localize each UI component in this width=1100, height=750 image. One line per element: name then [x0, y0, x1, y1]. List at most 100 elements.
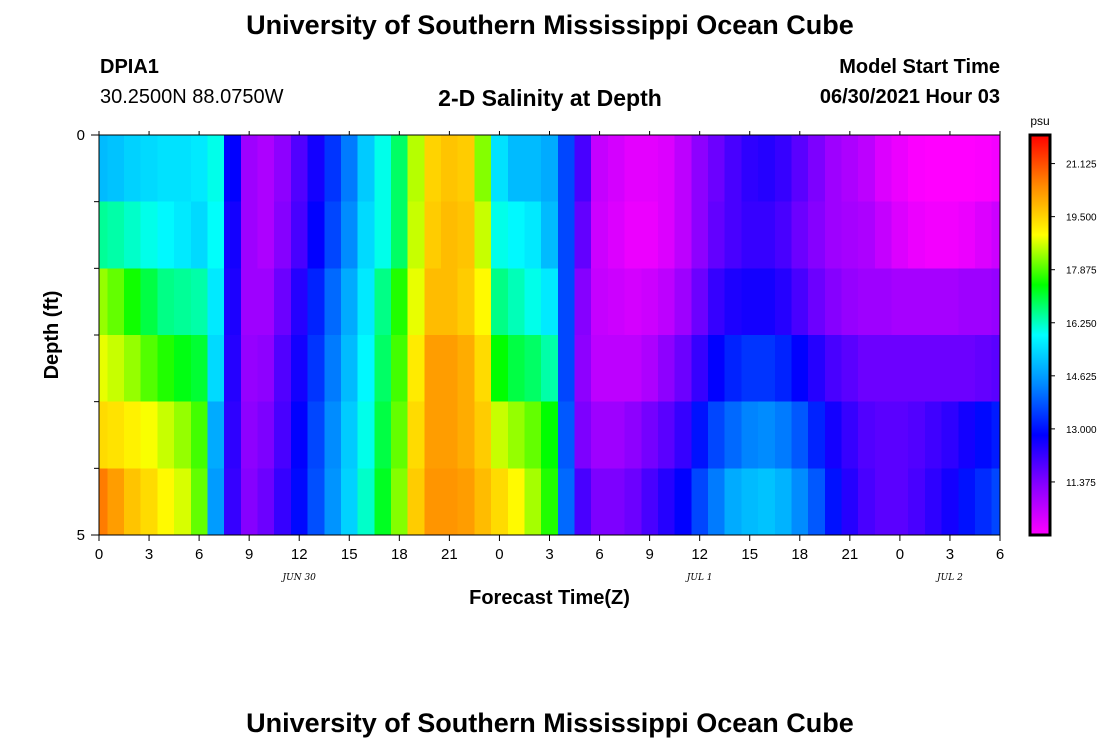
heatmap-cell: [274, 468, 292, 536]
heatmap-cell: [891, 335, 909, 403]
heatmap-cell: [774, 335, 793, 403]
heatmap-cell: [390, 401, 409, 469]
heatmap-cell: [340, 401, 359, 469]
heatmap-cell: [758, 268, 776, 336]
heatmap-cell: [641, 135, 659, 203]
heatmap-cell: [240, 268, 259, 336]
heatmap-cell: [607, 335, 626, 403]
heatmap-cell: [724, 401, 742, 469]
heatmap-cell: [124, 135, 142, 203]
heatmap-cell: [190, 401, 209, 469]
heatmap-cell: [858, 401, 876, 469]
heatmap-cell: [924, 335, 943, 403]
heatmap-cell: [824, 335, 843, 403]
heatmap-cell: [99, 335, 108, 403]
heatmap-cell: [424, 401, 442, 469]
y-tick-label: 0: [77, 127, 85, 144]
heatmap-cell: [641, 268, 659, 336]
heatmap-cell: [474, 201, 492, 269]
heatmap-cell: [691, 401, 709, 469]
colorbar-tick-label: 19.500: [1066, 213, 1097, 224]
heatmap-cell: [958, 335, 976, 403]
heatmap-cell: [674, 468, 692, 536]
heatmap-cell: [224, 268, 242, 336]
heatmap-cell: [407, 135, 425, 203]
heatmap-cell: [741, 201, 759, 269]
heatmap-cell: [124, 335, 142, 403]
heatmap-cell: [958, 135, 976, 203]
heatmap-cell: [174, 268, 192, 336]
heatmap-cell: [290, 135, 309, 203]
heatmap-cell: [457, 335, 476, 403]
heatmap-cell: [524, 468, 542, 536]
heatmap-cell: [157, 268, 175, 336]
heatmap-cell: [774, 201, 793, 269]
bottom-title: University of Southern Mississippi Ocean…: [246, 708, 854, 738]
heatmap-cell: [374, 201, 392, 269]
heatmap-cell: [674, 268, 692, 336]
heatmap-cell: [874, 201, 893, 269]
heatmap-cell: [324, 135, 342, 203]
heatmap-cell: [474, 468, 492, 536]
heatmap-cell: [841, 335, 859, 403]
heatmap-cell: [507, 401, 526, 469]
heatmap-cell: [457, 468, 476, 536]
heatmap-cell: [190, 201, 209, 269]
heatmap-cell: [591, 335, 609, 403]
heatmap-cell: [824, 268, 843, 336]
heatmap-cell: [390, 468, 409, 536]
heatmap-cell: [441, 335, 459, 403]
heatmap-cell: [891, 401, 909, 469]
colorbar-tick-label: 11.375: [1066, 478, 1096, 489]
heatmap-cell: [240, 468, 259, 536]
heatmap-cell: [257, 468, 275, 536]
heatmap-cell: [207, 401, 225, 469]
heatmap-cell: [657, 268, 676, 336]
heatmap-cell: [974, 335, 993, 403]
colorbar-tick-label: 13.000: [1066, 425, 1097, 436]
heatmap-cell: [257, 335, 275, 403]
heatmap-cell: [507, 335, 526, 403]
heatmap-cell: [290, 335, 309, 403]
heatmap-cell: [874, 268, 893, 336]
heatmap-cell: [958, 401, 976, 469]
heatmap-cell: [357, 468, 375, 536]
heatmap-cell: [791, 135, 809, 203]
heatmap-cell: [607, 468, 626, 536]
heatmap-cell: [99, 468, 108, 536]
heatmap-cell: [107, 268, 125, 336]
heatmap-cell: [99, 268, 108, 336]
heatmap-cell: [541, 268, 559, 336]
heatmap-cell: [340, 268, 359, 336]
heatmap-cell: [741, 468, 759, 536]
heatmap-cell: [791, 468, 809, 536]
heatmap-cell: [357, 135, 375, 203]
heatmap-cell: [390, 135, 409, 203]
heatmap-cell: [824, 468, 843, 536]
heatmap-cell: [107, 468, 125, 536]
x-axis-label: Forecast Time(Z): [469, 587, 630, 609]
heatmap-cell: [174, 335, 192, 403]
heatmap-cell: [924, 268, 943, 336]
heatmap-cell: [541, 135, 559, 203]
heatmap-cell: [174, 135, 192, 203]
heatmap-cell: [407, 401, 425, 469]
heatmap-cell: [340, 335, 359, 403]
colorbar: [1028, 133, 1052, 537]
heatmap-cell: [174, 468, 192, 536]
heatmap-cell: [107, 335, 125, 403]
heatmap-cell: [891, 201, 909, 269]
heatmap-cell: [441, 135, 459, 203]
heatmap-cell: [140, 468, 158, 536]
heatmap-cell: [791, 335, 809, 403]
heatmap-cell: [140, 201, 158, 269]
top-title: University of Southern Mississippi Ocean…: [246, 10, 854, 40]
x-tick-label: 21: [841, 546, 858, 563]
plot-title: 2-D Salinity at Depth: [438, 85, 662, 111]
heatmap-cell: [791, 268, 809, 336]
heatmap-cell: [340, 135, 359, 203]
date-label: JUL 2: [935, 573, 963, 583]
heatmap-cell: [624, 335, 642, 403]
heatmap-cell: [991, 468, 1001, 536]
heatmap-cell: [474, 335, 492, 403]
